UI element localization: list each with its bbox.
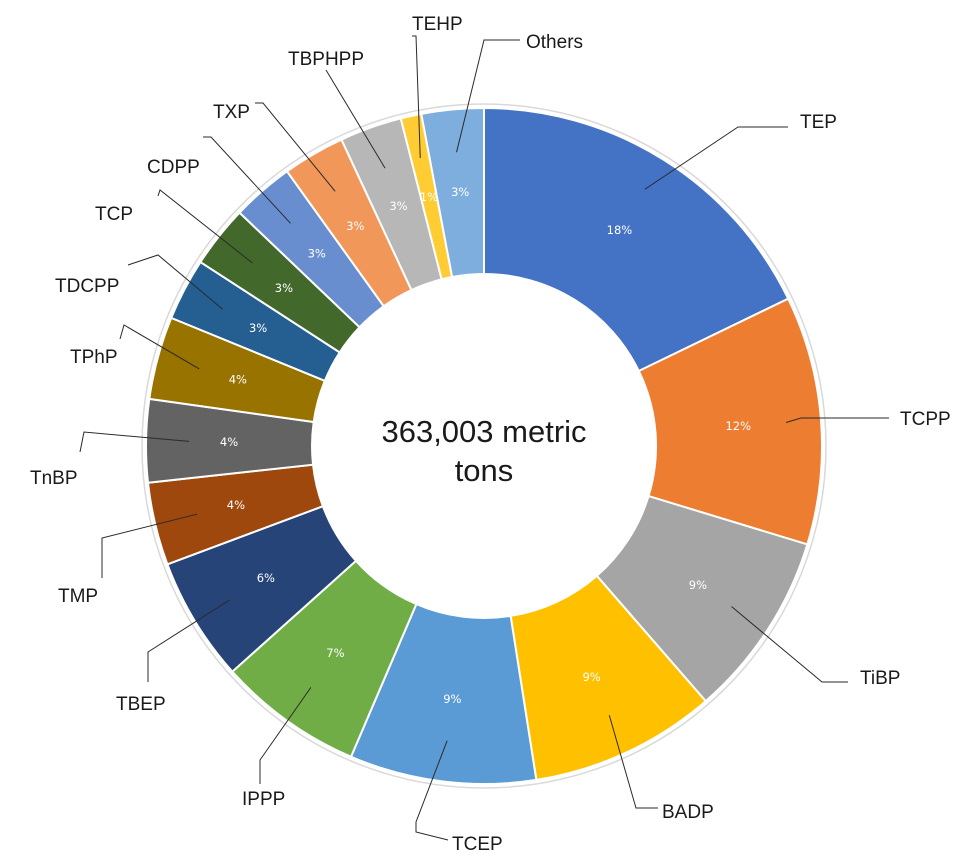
- leader-line-tbphpp: [325, 69, 386, 169]
- percent-label-tmp: 4%: [227, 498, 245, 512]
- leader-line-tehp: [412, 35, 421, 158]
- percent-label-tehp: 1%: [420, 190, 438, 204]
- percent-label-others: 3%: [451, 185, 469, 199]
- category-label-badp: BADP: [662, 802, 714, 823]
- center-label-line-2: tons: [455, 453, 514, 488]
- slice-group: [145, 106, 823, 785]
- percent-label-tphp: 4%: [229, 372, 247, 386]
- leader-line-tcpp: [785, 417, 889, 423]
- leader-line-cdpp: [203, 136, 291, 224]
- category-label-tehp: TEHP: [412, 14, 463, 35]
- leader-line-tnbp: [79, 431, 190, 453]
- leader-line-others: [456, 39, 520, 153]
- leader-line-ippp: [259, 687, 312, 784]
- percent-label-tcp: 3%: [275, 281, 293, 295]
- category-label-group: TEP TCPP TiBP BADP TCEP IPPP TBEP TMP TnBP TPhP TD…: [30, 14, 951, 855]
- leader-line-tep: [644, 126, 788, 190]
- category-label-others: Others: [526, 32, 583, 53]
- percent-label-tep: 18%: [607, 223, 633, 237]
- category-label-tcep: TCEP: [452, 834, 503, 855]
- category-label-ippp: IPPP: [242, 789, 285, 810]
- category-label-tbep: TBEP: [116, 694, 166, 715]
- leader-line-tcep: [415, 740, 449, 841]
- category-label-tdcpp: TDCPP: [55, 276, 119, 297]
- leader-line-tdcpp: [127, 254, 223, 310]
- percent-label-cdpp: 3%: [308, 247, 326, 261]
- slice-others: [420, 106, 485, 279]
- slice-tcpp: [637, 297, 823, 546]
- percent-label-tnbp: 4%: [220, 435, 238, 449]
- category-label-tmp: TMP: [58, 586, 98, 607]
- leader-line-group: [79, 35, 889, 841]
- percent-label-tcep: 9%: [443, 692, 461, 706]
- percent-label-tcpp: 12%: [725, 419, 751, 433]
- percent-label-tbep: 6%: [257, 571, 275, 585]
- leader-line-txp: [255, 102, 336, 192]
- category-label-tcpp: TCPP: [900, 409, 951, 430]
- leader-line-tphp: [119, 324, 200, 370]
- category-label-tcp: TCP: [95, 204, 133, 225]
- category-label-tep: TEP: [800, 112, 837, 133]
- category-label-txp: TXP: [213, 102, 250, 123]
- percent-label-group: 18% 12% 9% 9% 9% 7% 6% 4% 4% 4% 3% 3% 3% 3% 3% 1% 3%: [220, 185, 751, 706]
- leader-line-tcp: [157, 189, 253, 264]
- leader-line-tbep: [147, 599, 231, 682]
- percent-label-tbphpp: 3%: [389, 199, 407, 213]
- leader-line-badp: [608, 715, 658, 809]
- category-label-tnbp: TnBP: [30, 468, 78, 489]
- percent-label-ippp: 7%: [326, 646, 344, 660]
- leader-line-tmp: [101, 513, 198, 578]
- percent-label-txp: 3%: [346, 219, 364, 233]
- category-label-tbphpp: TBPHPP: [288, 49, 364, 70]
- category-label-cdpp: CDPP: [147, 157, 200, 178]
- leader-line-tibp: [731, 606, 848, 683]
- percent-label-tdcpp: 3%: [249, 321, 267, 335]
- category-label-tibp: TiBP: [860, 668, 900, 689]
- category-label-tphp: TPhP: [70, 347, 118, 368]
- percent-label-tibp: 9%: [689, 578, 707, 592]
- percent-label-badp: 9%: [582, 670, 600, 684]
- center-label-line-1: 363,003 metric: [381, 414, 586, 449]
- slice-tep: [483, 106, 790, 373]
